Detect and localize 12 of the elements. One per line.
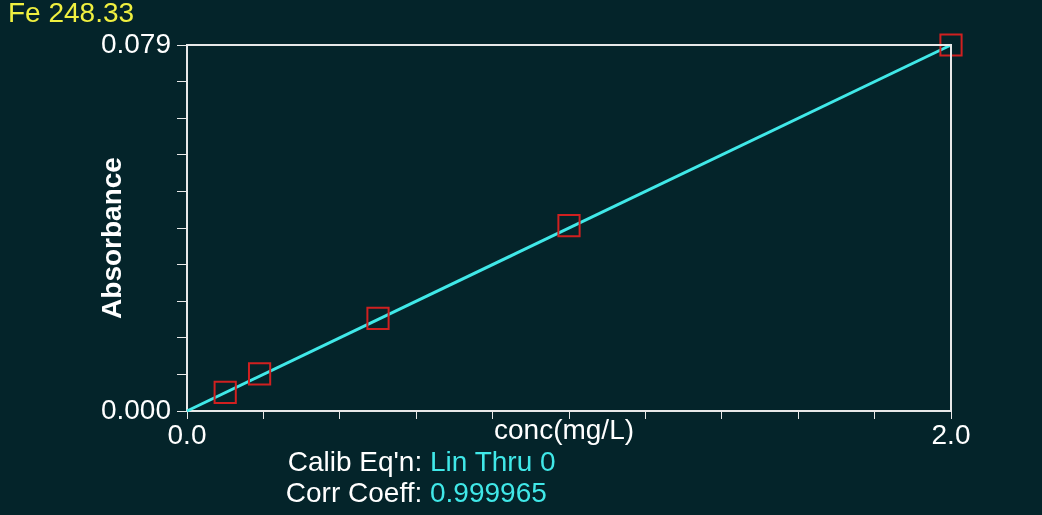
x-axis-title: conc(mg/L) (493, 413, 635, 445)
point (557, 214, 581, 238)
chart-title: Fe 248.33 (8, 0, 135, 28)
point (366, 306, 390, 330)
x-tick-label: 2.0 (931, 418, 971, 450)
point (213, 380, 237, 405)
y-axis-title: Absorbance (95, 157, 127, 319)
text: Corr Coeff: 0.999965 (285, 476, 547, 508)
y-tick-label: 0.079 (100, 27, 171, 59)
point (247, 362, 272, 386)
point (939, 33, 963, 57)
text: Calib Eq'n: Lin Thru 0 (287, 445, 556, 477)
